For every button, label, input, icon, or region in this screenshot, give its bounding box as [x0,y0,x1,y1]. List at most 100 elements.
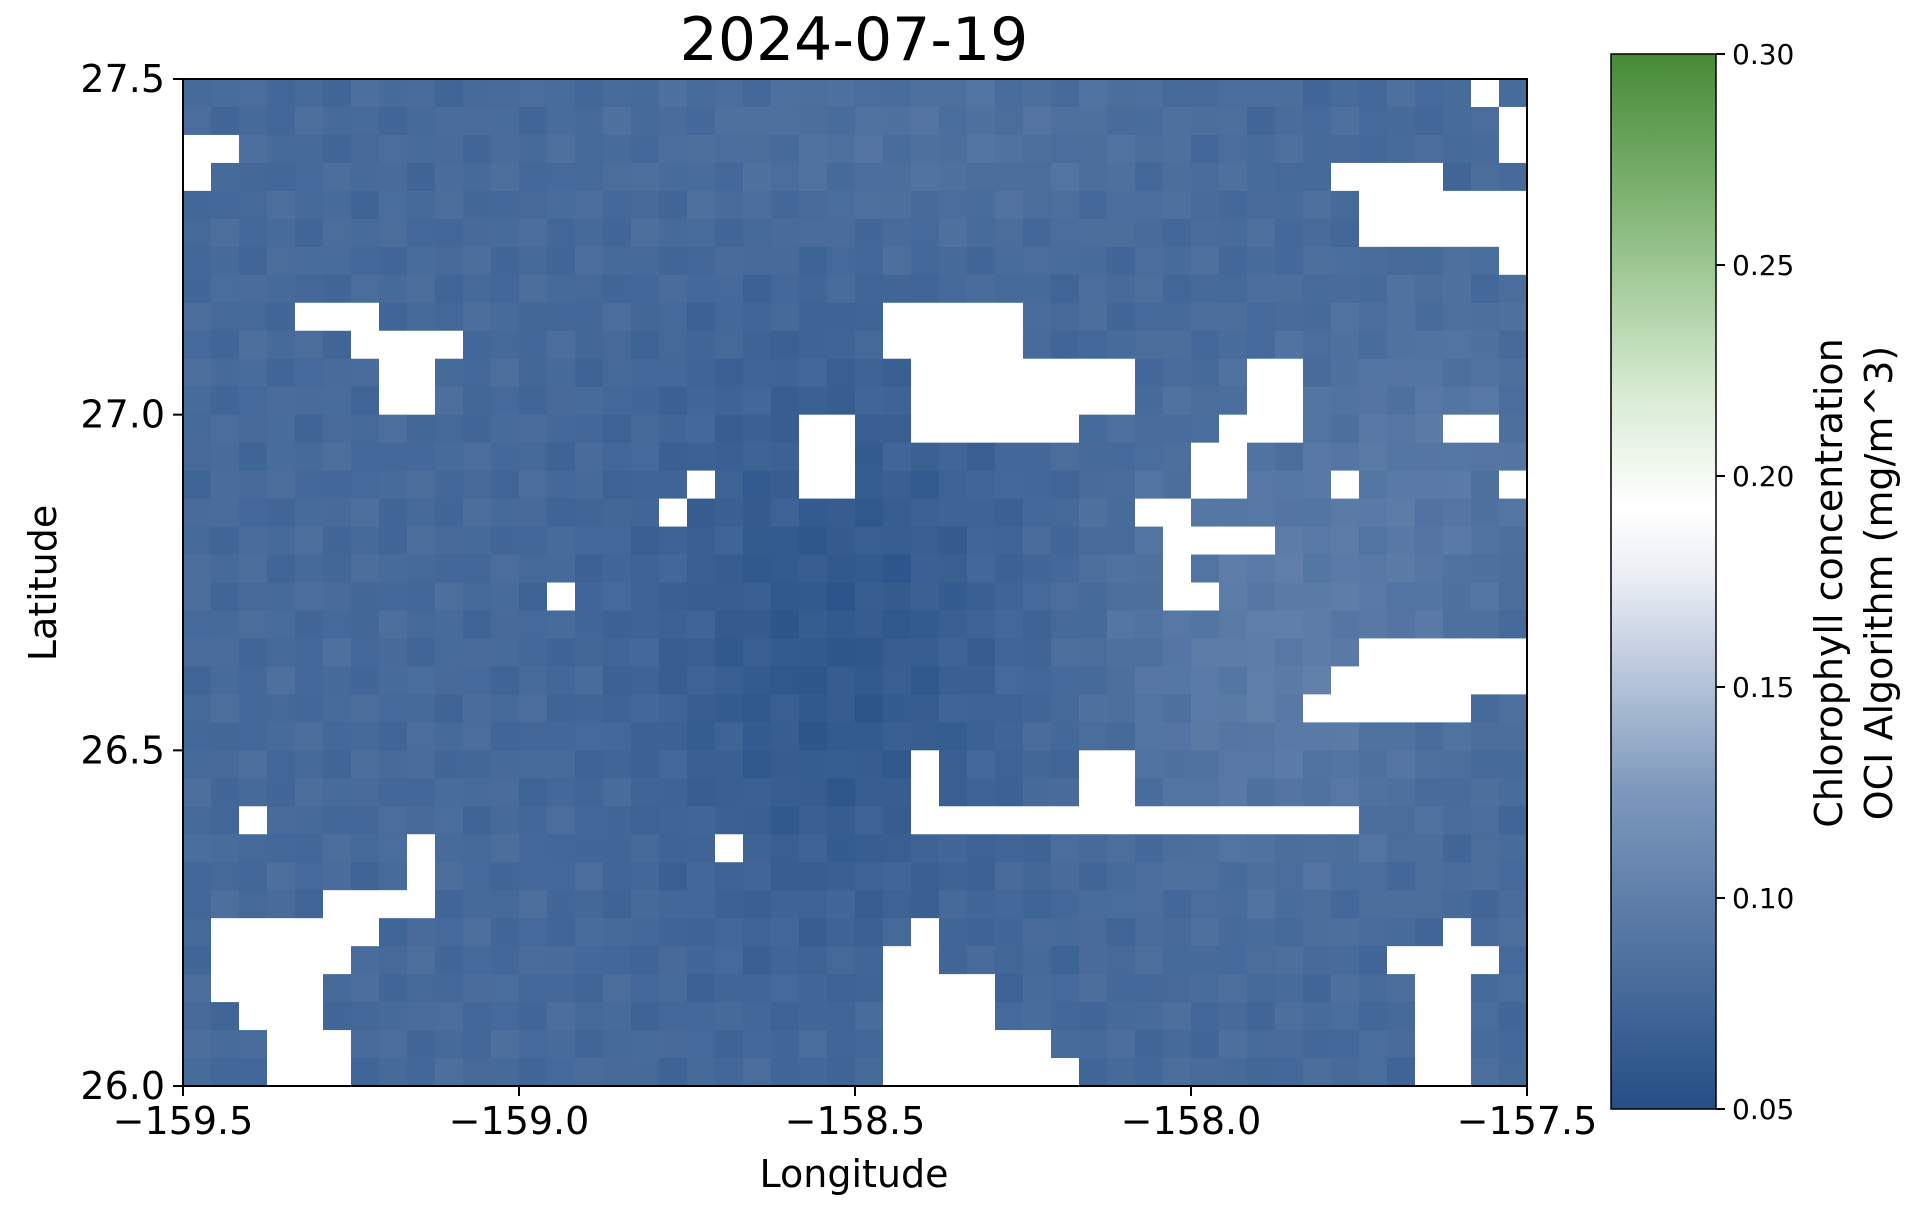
heatmap-cell-missing [295,918,324,947]
heatmap-cell-missing [883,302,912,332]
heatmap-cell [631,554,660,584]
heatmap-cell [1387,526,1416,556]
heatmap-cell [1107,190,1136,220]
heatmap-cell [407,554,436,584]
heatmap-cell [1135,778,1164,807]
heatmap-cell [1135,582,1164,612]
heatmap-cell [239,1030,268,1059]
heatmap-cell [1163,470,1192,500]
heatmap-cell [407,918,436,947]
heatmap-cell-missing [1191,806,1220,835]
heatmap-cell [827,834,856,863]
heatmap-cell [1191,1030,1220,1059]
heatmap-cell [491,750,520,779]
heatmap-cell [1051,778,1080,807]
heatmap-cell [379,974,408,1003]
heatmap-cell [463,526,492,556]
heatmap-cell [603,218,632,248]
heatmap-cell [967,918,996,947]
heatmap-cell [1191,694,1220,723]
heatmap-cell [519,890,548,919]
heatmap-cell [463,302,492,332]
heatmap-cell [547,610,576,640]
heatmap-cell [379,190,408,220]
colorbar-tick-label: 0.30 [1732,38,1794,71]
heatmap-cell [519,694,548,723]
heatmap-cell [1191,722,1220,751]
heatmap-cell [1219,330,1248,360]
heatmap-cell [687,890,716,919]
heatmap-cell-missing [1023,414,1052,444]
heatmap-cell [1023,274,1052,304]
heatmap-cell-missing [351,302,380,332]
heatmap-cell [1051,442,1080,472]
heatmap-cell [351,498,380,528]
heatmap-cell [1443,806,1472,835]
heatmap-cell [1051,79,1080,108]
heatmap-cell [855,498,884,528]
heatmap-cell [295,162,324,192]
heatmap-cell [1135,190,1164,220]
heatmap-cell [1135,79,1164,108]
heatmap-cell [1499,1058,1528,1087]
heatmap-cell [267,106,296,136]
heatmap-cell [743,386,772,416]
heatmap-cell [799,330,828,360]
heatmap-cell [1079,638,1108,668]
heatmap-cell [1443,778,1472,807]
heatmap-cell [1135,106,1164,136]
heatmap-cell [1331,274,1360,304]
heatmap-cell [1163,414,1192,444]
heatmap-cell [1219,218,1248,248]
heatmap-cell [1499,806,1528,835]
heatmap-cell [911,190,940,220]
heatmap-cell [491,442,520,472]
heatmap-cells [183,79,1528,1087]
heatmap-cell [239,834,268,863]
heatmap-cell [575,218,604,248]
heatmap-cell [1471,694,1500,723]
heatmap-cell [1387,358,1416,388]
heatmap-cell [211,666,240,695]
heatmap-cell [995,834,1024,863]
heatmap-cell [1443,162,1472,192]
heatmap-cell [1191,1002,1220,1031]
heatmap-cell [771,1002,800,1031]
heatmap-cell [295,330,324,360]
heatmap-cell-missing [407,862,436,891]
heatmap-cell [379,554,408,584]
heatmap-cell [407,190,436,220]
heatmap-cell [1023,694,1052,723]
heatmap-cell [1303,330,1332,360]
heatmap-cell [799,750,828,779]
heatmap-cell [1471,722,1500,751]
heatmap-cell [1219,722,1248,751]
heatmap-cell [407,302,436,332]
heatmap-cell [715,694,744,723]
heatmap-cell [519,162,548,192]
heatmap-cell [715,498,744,528]
heatmap-cell [1331,890,1360,919]
heatmap-cell [1331,190,1360,220]
heatmap-cell [855,694,884,723]
heatmap-cell [1023,554,1052,584]
heatmap-cell [1247,750,1276,779]
heatmap-cell [715,1030,744,1059]
heatmap-cell [379,582,408,612]
heatmap-cell [211,722,240,751]
heatmap-cell [1219,162,1248,192]
heatmap-cell [1471,442,1500,472]
heatmap-cell [1359,106,1388,136]
heatmap-cell [855,1002,884,1031]
heatmap-cell [603,330,632,360]
x-tick-label: −157.5 [1457,1099,1598,1143]
heatmap-cell-missing [799,470,828,500]
heatmap-cell-missing [1443,414,1472,444]
heatmap-cell-missing [1499,246,1528,276]
heatmap-cell [183,386,212,416]
heatmap-cell [183,246,212,276]
heatmap-cell [1163,666,1192,695]
heatmap-cell [519,1058,548,1087]
heatmap-cell [267,218,296,248]
heatmap-cell [575,162,604,192]
